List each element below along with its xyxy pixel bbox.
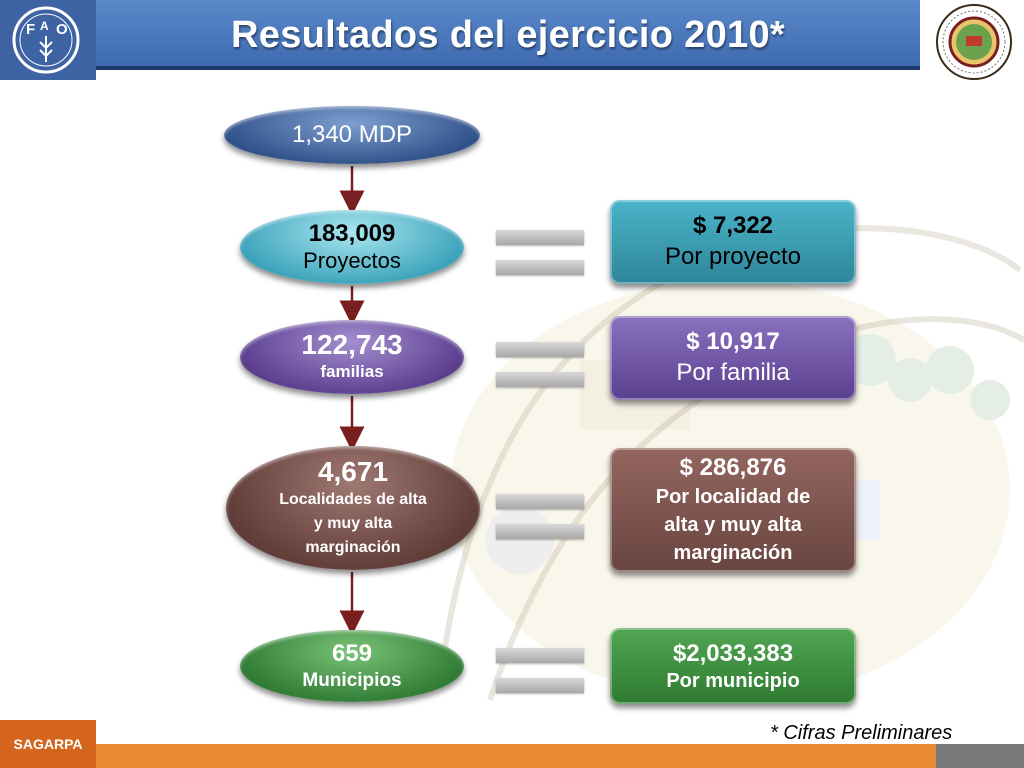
footer-gray-block bbox=[936, 744, 1024, 768]
por-familia-label: Por familia bbox=[676, 359, 790, 386]
por-localidad-value: $ 286,876 bbox=[679, 454, 787, 481]
equals-icon bbox=[496, 648, 584, 708]
fao-logo-icon: F O A bbox=[12, 6, 80, 74]
por-localidad-box: $ 286,876 Por localidad de alta y muy al… bbox=[610, 448, 856, 572]
municipios-label: Municipios bbox=[302, 670, 402, 691]
por-proyecto-value: $ 7,322 bbox=[692, 212, 774, 239]
svg-text:A: A bbox=[40, 19, 49, 33]
equals-icon bbox=[496, 342, 584, 402]
localidades-value: 4,671 bbox=[317, 456, 389, 487]
por-localidad-label: Por localidad de alta y muy alta margina… bbox=[655, 486, 811, 564]
total-budget-value: 1,340 MDP bbox=[291, 121, 413, 148]
familias-value: 122,743 bbox=[301, 329, 403, 360]
por-municipio-value: $2,033,383 bbox=[672, 640, 794, 667]
por-familia-value: $ 10,917 bbox=[686, 328, 780, 355]
svg-text:F: F bbox=[26, 21, 35, 38]
total-budget-oval: 1,340 MDP bbox=[224, 106, 480, 164]
footer-bar bbox=[96, 744, 936, 768]
page-title: Resultados del ejercicio 2010* bbox=[231, 14, 785, 56]
por-municipio-label: Por municipio bbox=[666, 670, 800, 692]
localidades-oval: 4,671 Localidades de alta y muy alta mar… bbox=[226, 446, 480, 570]
proyectos-label: Proyectos bbox=[303, 248, 401, 273]
fao-logo-box: F O A bbox=[0, 0, 96, 80]
por-proyecto-box: $ 7,322 Por proyecto bbox=[610, 200, 856, 284]
municipios-value: 659 bbox=[331, 640, 373, 667]
por-municipio-box: $2,033,383 Por municipio bbox=[610, 628, 856, 704]
equals-icon bbox=[496, 494, 584, 554]
preliminary-note: * Cifras Preliminares bbox=[770, 722, 953, 744]
title-underline bbox=[96, 66, 920, 70]
svg-text:O: O bbox=[56, 21, 68, 38]
municipios-oval: 659 Municipios bbox=[240, 630, 464, 702]
por-familia-box: $ 10,917 Por familia bbox=[610, 316, 856, 400]
familias-label: familias bbox=[320, 362, 384, 381]
familias-oval: 122,743 familias bbox=[240, 320, 464, 394]
proyectos-value: 183,009 bbox=[308, 220, 396, 247]
proyectos-oval: 183,009 Proyectos bbox=[240, 210, 464, 284]
localidades-label: Localidades de alta y muy alta marginaci… bbox=[279, 491, 427, 556]
seal-logo-icon bbox=[936, 4, 1012, 80]
sagarpa-logo: SAGARPA bbox=[0, 720, 96, 768]
equals-icon bbox=[496, 230, 584, 290]
por-proyecto-label: Por proyecto bbox=[664, 243, 802, 270]
